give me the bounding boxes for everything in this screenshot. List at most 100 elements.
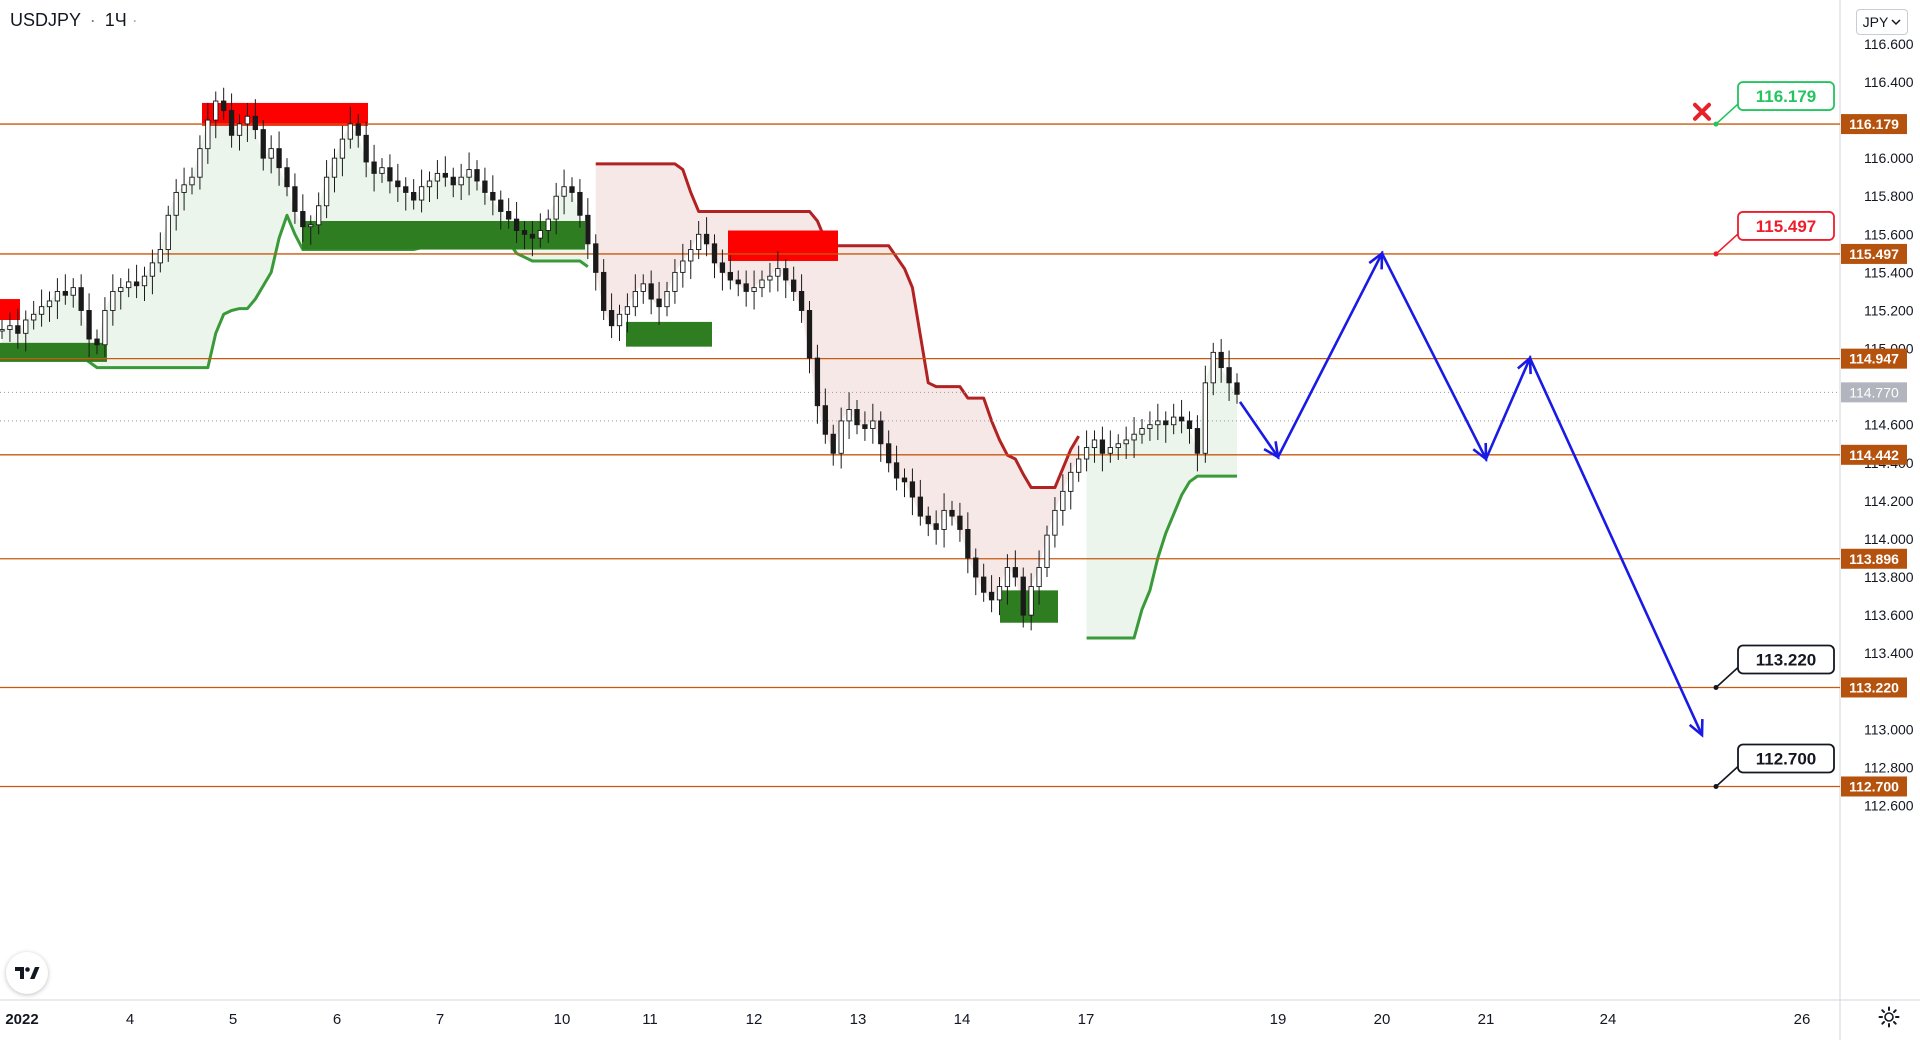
candle-body [189,176,195,186]
candle-body [632,290,638,308]
candle-body [933,523,939,530]
y-tick-label: 115.400 [1864,264,1914,280]
candle-body [981,576,987,593]
candle-body [458,176,464,186]
candle-body [909,481,916,498]
currency-selector-button[interactable]: JPY [1856,9,1908,35]
candle-body [1139,428,1145,435]
tradingview-logo-icon[interactable] [6,952,48,994]
candle-body [854,409,860,426]
candle-body [593,243,599,273]
candle-body [878,420,884,445]
candle-body [1218,351,1224,369]
trail-down-fill [595,163,1079,616]
price-level-badge [1841,776,1907,797]
candle-body [7,325,13,330]
y-tick-label: 116.000 [1864,150,1914,166]
candle-body [727,271,733,281]
candle-body [553,195,559,220]
candle-body [529,233,536,239]
callout-pointer [1715,666,1739,689]
candle-body [31,313,37,321]
x-tick-label: 21 [1478,1011,1495,1028]
price-level-badge [1841,348,1907,369]
candle-body [1226,367,1232,384]
candle-body [442,172,448,178]
y-tick-label: 116.400 [1864,74,1914,90]
candle-body [387,167,393,182]
candle-body [506,211,512,220]
candle-body [292,186,298,212]
y-tick-label: 114.600 [1864,417,1914,433]
candle-body [252,115,258,131]
candle-body [395,180,401,188]
candle-body [244,115,251,125]
y-tick-label: 113.000 [1864,721,1914,737]
trail-up-line [1086,474,1237,640]
candle-body [870,420,876,429]
candle-body [411,191,417,201]
candle-body [608,310,615,327]
candle-body [1202,382,1208,454]
x-tick-label: 12 [746,1011,763,1028]
time-axis-ticks: 2022 4 5 6 7 10 11 12 13 14 17 19 20 21 24 26 [5,1011,1810,1028]
x-tick-label: 24 [1600,1011,1617,1028]
candle-body [323,176,330,207]
y-tick-label: 115.200 [1864,302,1914,318]
x-tick-label: 14 [954,1011,971,1028]
candle-body [1123,439,1129,445]
y-tick-label: 112.600 [1864,798,1914,814]
price-level-value: 116.179 [1849,116,1899,132]
price-level-value: 115.497 [1849,246,1899,262]
price-level-badge [1841,114,1907,135]
forecast-arrowhead [1368,250,1384,270]
candle-body [1155,420,1161,426]
candle-body [656,298,662,308]
callout-box [1737,743,1835,774]
candle-body [490,191,496,201]
candle-body [482,180,488,193]
candle-body [585,214,591,245]
y-tick-label: 115.600 [1864,226,1914,242]
x-tick-label: 17 [1078,1011,1095,1028]
candle-body [284,167,290,188]
callout-pointer [1715,233,1739,255]
candle-body [1107,447,1113,454]
candle-body [434,172,441,182]
candle-body [648,283,654,300]
candle-body [110,290,116,311]
candle-body [696,233,702,251]
callout-label: 112.700 [1756,749,1817,768]
candle-body [688,249,694,262]
symbol-title[interactable]: USDJPY · 1Ч · [10,10,138,31]
y-tick-label: 113.600 [1864,607,1914,623]
candle-body [133,281,140,287]
gear-icon[interactable] [1876,1004,1902,1030]
candle-body [893,462,900,479]
candle-body [78,287,84,311]
candle-body [719,262,726,273]
x-tick-label: 7 [436,1011,444,1028]
candle-body [149,262,156,277]
candle-body [838,420,844,454]
callout-anchor [1713,251,1719,257]
candle-body [798,290,805,311]
candle-body [901,477,908,483]
candle-body [1020,576,1026,616]
candle-body [498,199,504,212]
candle-body [1004,567,1011,588]
candle-body [1147,424,1153,429]
candle-body [965,528,971,559]
candle-body [403,186,409,193]
x-tick-label: 26 [1794,1011,1811,1028]
trail-up-fill [1086,352,1237,638]
candle-body [102,310,108,346]
candle-body [791,279,797,292]
candle-body [513,218,520,231]
candle-body [767,275,773,281]
candle-body [213,100,219,121]
candle-body [814,357,821,407]
price-level-badge [1841,444,1907,465]
candle-body [1083,447,1090,460]
